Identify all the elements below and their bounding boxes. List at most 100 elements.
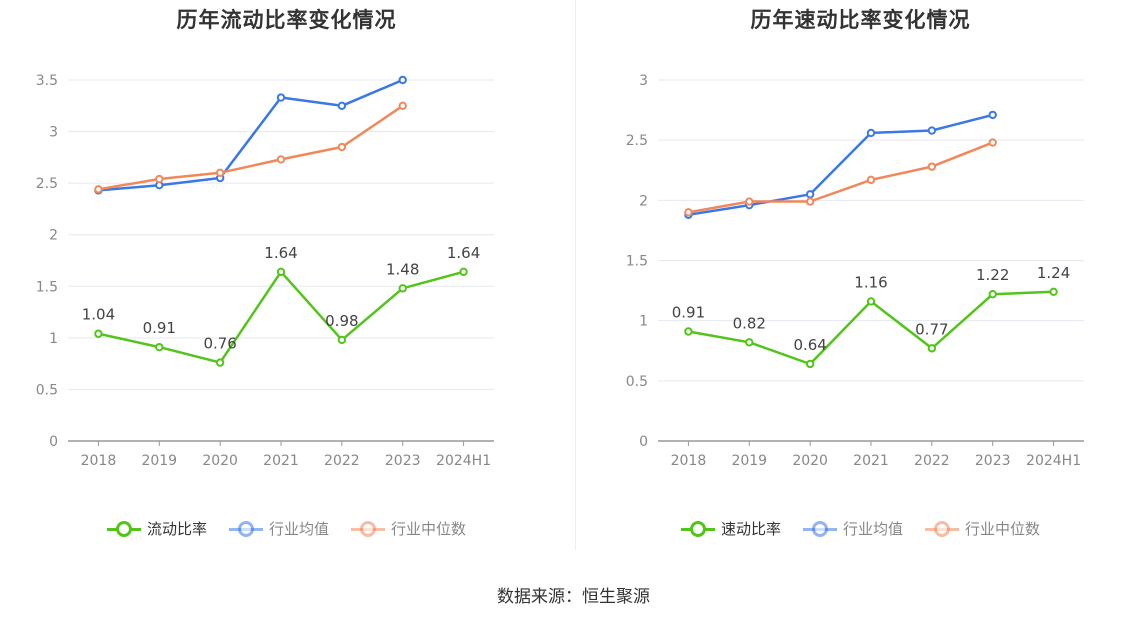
x-tick-label: 2021 [263, 453, 299, 469]
series-line [98, 78, 404, 192]
data-point [459, 267, 468, 277]
x-tick-label: 2024H1 [1026, 453, 1081, 469]
quick-ratio-plot: 0 0.5 1 1.5 2 2.5 3 2018 2019 2020 2021 2022 2023 202… [626, 73, 1084, 469]
legend-item[interactable]: 流动比率 [106, 518, 207, 539]
legend-label: 行业中位数 [391, 520, 467, 538]
data-point [927, 162, 937, 171]
data-point [276, 155, 286, 164]
data-label: 0.91 [672, 303, 705, 321]
legend-item[interactable]: 速动比率 [680, 518, 781, 539]
data-label: 1.24 [1037, 264, 1070, 282]
data-point [684, 208, 693, 217]
data-point [988, 110, 997, 120]
x-tick-label: 2020 [792, 453, 828, 469]
legend-swatch [228, 520, 263, 537]
x-tick-label: 2021 [853, 453, 889, 469]
data-label: 1.16 [854, 273, 887, 291]
data-label: 1.04 [82, 306, 115, 324]
legend-swatch [351, 520, 385, 537]
y-tick-label: 0 [639, 434, 648, 450]
data-point [1049, 287, 1058, 296]
series-line [98, 270, 464, 364]
data-point [276, 93, 286, 102]
data-source: 数据来源：恒生聚源 [497, 587, 650, 607]
data-label: 1.48 [386, 260, 419, 278]
quick-ratio-chart: 历年速动比率变化情况 0 0.5 1 1.5 2 2.5 3 2018 2019 2020 2021… [574, 0, 1147, 560]
series-line [688, 113, 994, 217]
series-line [98, 104, 404, 191]
legend-swatch [925, 520, 959, 537]
data-point [805, 359, 815, 369]
y-tick-label: 2 [639, 193, 648, 209]
data-point [94, 329, 103, 338]
data-label: 1.64 [264, 244, 297, 262]
y-tick-label: 1 [639, 314, 648, 330]
data-label: 0.82 [733, 314, 766, 332]
data-point [276, 267, 286, 277]
y-tick-label: 1 [49, 331, 58, 347]
data-point [745, 197, 754, 206]
data-label: 0.64 [793, 336, 826, 354]
x-tick-label: 2024H1 [436, 453, 491, 469]
data-point [988, 289, 997, 299]
data-point [805, 190, 815, 199]
chart-title: 历年速动比率变化情况 [750, 8, 971, 32]
data-point [337, 142, 347, 152]
data-point [866, 297, 876, 306]
legend-item[interactable]: 行业均值 [228, 518, 329, 539]
y-tick-label: 0.5 [36, 382, 58, 398]
x-tick-label: 2023 [975, 453, 1011, 469]
data-point [866, 128, 876, 138]
data-label: 1.64 [447, 244, 480, 262]
y-tick-label: 3 [49, 125, 58, 141]
legend-label: 行业均值 [268, 520, 329, 538]
data-point [927, 126, 937, 135]
legend-swatch [680, 520, 715, 537]
data-label: 0.91 [143, 319, 176, 337]
data-point [927, 344, 937, 353]
chart-legend: 速动比率 行业均值 行业中位数 [574, 518, 1147, 539]
legend-item[interactable]: 行业中位数 [925, 518, 1040, 539]
legend-item[interactable]: 行业均值 [802, 518, 903, 539]
current-ratio-chart: 历年流动比率变化情况 0 0.5 1 1.5 2 2.5 3 3.5 2018 2019 2020 2… [0, 0, 573, 560]
x-tick-label: 2022 [914, 453, 950, 469]
legend-label: 行业均值 [842, 520, 903, 538]
data-point [337, 335, 347, 345]
legend-label: 行业中位数 [965, 520, 1041, 538]
legend-swatch [802, 520, 837, 537]
data-label: 0.77 [915, 320, 948, 338]
x-tick-label: 2019 [731, 453, 767, 469]
series-line [688, 141, 994, 214]
data-point [155, 174, 164, 184]
current-ratio-plot: 0 0.5 1 1.5 2 2.5 3 3.5 2018 2019 2020 2021 2022 2023… [36, 73, 494, 469]
legend-label: 流动比率 [146, 520, 207, 538]
x-tick-label: 2019 [141, 453, 177, 469]
data-point [866, 175, 876, 185]
data-point [684, 327, 693, 336]
data-point [215, 168, 225, 178]
x-tick-label: 2018 [81, 453, 117, 469]
x-tick-label: 2020 [202, 453, 238, 469]
legend-label: 速动比率 [720, 520, 781, 538]
panel-divider [575, 0, 576, 550]
data-point [988, 138, 997, 147]
chart-legend: 流动比率 行业均值 行业中位数 [0, 518, 573, 539]
legend-item[interactable]: 行业中位数 [351, 518, 466, 539]
data-point [398, 75, 407, 85]
y-tick-label: 2.5 [626, 133, 648, 149]
data-point [337, 101, 347, 110]
data-point [94, 185, 103, 194]
data-point [215, 358, 225, 367]
y-tick-label: 2 [49, 228, 58, 244]
data-point [398, 101, 407, 110]
data-point [805, 197, 815, 206]
data-point [155, 342, 164, 352]
legend-swatch [106, 520, 141, 537]
y-tick-label: 2.5 [36, 176, 58, 192]
data-point [745, 338, 754, 347]
y-tick-label: 1.5 [626, 254, 648, 270]
data-label: 0.98 [325, 312, 358, 330]
x-tick-label: 2023 [385, 453, 421, 469]
y-tick-label: 3.5 [36, 73, 58, 89]
x-tick-label: 2022 [324, 453, 360, 469]
